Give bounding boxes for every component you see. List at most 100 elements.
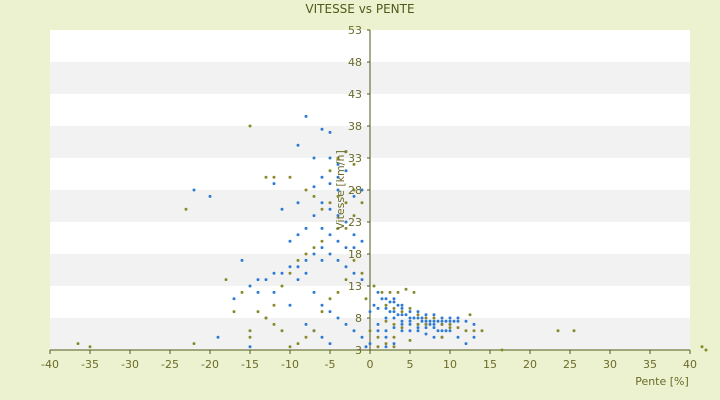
data-point [288, 175, 292, 179]
data-point [328, 233, 332, 237]
data-point [392, 316, 396, 320]
data-point [296, 201, 300, 205]
x-tick-label: 35 [643, 358, 657, 371]
data-point [464, 319, 468, 323]
x-tick-label: -30 [121, 358, 139, 371]
data-point [384, 345, 388, 349]
data-point [312, 246, 316, 250]
data-point [344, 322, 348, 326]
data-point [448, 316, 452, 320]
data-point [296, 258, 300, 262]
data-point [432, 316, 436, 320]
data-point [424, 326, 428, 330]
data-point [344, 246, 348, 250]
data-point [408, 319, 412, 323]
data-point [368, 310, 372, 314]
data-point [368, 342, 372, 346]
data-point [376, 290, 380, 294]
data-point [436, 329, 440, 333]
data-point [416, 326, 420, 330]
data-point [392, 300, 396, 304]
data-point [440, 329, 444, 333]
data-point [360, 201, 364, 205]
data-point [352, 271, 356, 275]
data-point [320, 335, 324, 339]
data-point [432, 322, 436, 326]
data-points [76, 114, 708, 352]
data-point [360, 188, 364, 192]
x-tick-label: -15 [241, 358, 259, 371]
data-point [248, 284, 252, 288]
data-point [272, 303, 276, 307]
data-point [320, 201, 324, 205]
data-point [272, 322, 276, 326]
y-tick-label: 43 [348, 88, 362, 101]
data-point [336, 226, 340, 230]
data-point [256, 278, 260, 282]
data-point [408, 316, 412, 320]
data-point [400, 319, 404, 323]
x-tick-label: -5 [325, 358, 336, 371]
x-tick-label: 0 [367, 358, 374, 371]
data-point [572, 329, 576, 333]
data-point [336, 156, 340, 160]
data-point [408, 338, 412, 342]
data-point [364, 297, 368, 301]
data-point [432, 319, 436, 323]
data-point [480, 329, 484, 333]
data-point [344, 201, 348, 205]
x-tick-label: -10 [281, 358, 299, 371]
data-point [352, 214, 356, 218]
x-tick-label: -40 [41, 358, 59, 371]
data-point [336, 194, 340, 198]
data-point [320, 239, 324, 243]
data-point [396, 290, 400, 294]
data-point [224, 278, 228, 282]
data-point [328, 207, 332, 211]
data-point [240, 258, 244, 262]
data-point [432, 313, 436, 317]
data-point [360, 239, 364, 243]
data-point [372, 284, 376, 288]
data-point [320, 127, 324, 131]
data-point [232, 310, 236, 314]
data-point [304, 322, 308, 326]
data-point [500, 348, 504, 352]
data-point [384, 303, 388, 307]
data-point [352, 329, 356, 333]
y-axis-label: Vitesse [km/h] [334, 150, 347, 230]
data-point [296, 233, 300, 237]
data-point [248, 335, 252, 339]
data-point [440, 335, 444, 339]
data-point [288, 239, 292, 243]
data-point [420, 319, 424, 323]
data-point [400, 326, 404, 330]
data-point [404, 287, 408, 291]
data-point [392, 310, 396, 314]
data-point [336, 239, 340, 243]
data-point [372, 303, 376, 307]
data-point [272, 182, 276, 186]
data-point [208, 194, 212, 198]
data-point [408, 329, 412, 333]
data-point [392, 326, 396, 330]
data-point [452, 319, 456, 323]
data-point [344, 226, 348, 230]
data-point [328, 169, 332, 173]
data-point [304, 252, 308, 256]
data-point [312, 290, 316, 294]
data-point [272, 271, 276, 275]
data-point [396, 313, 400, 317]
data-point [416, 322, 420, 326]
data-point [320, 303, 324, 307]
chart-title: VITESSE vs PENTE [305, 2, 415, 16]
x-tick-label: -25 [161, 358, 179, 371]
data-point [384, 297, 388, 301]
y-tick-label: 8 [355, 312, 362, 325]
x-tick-label: 10 [443, 358, 457, 371]
data-point [420, 316, 424, 320]
data-point [456, 326, 460, 330]
x-tick-label: 20 [523, 358, 537, 371]
data-point [376, 322, 380, 326]
data-point [392, 335, 396, 339]
